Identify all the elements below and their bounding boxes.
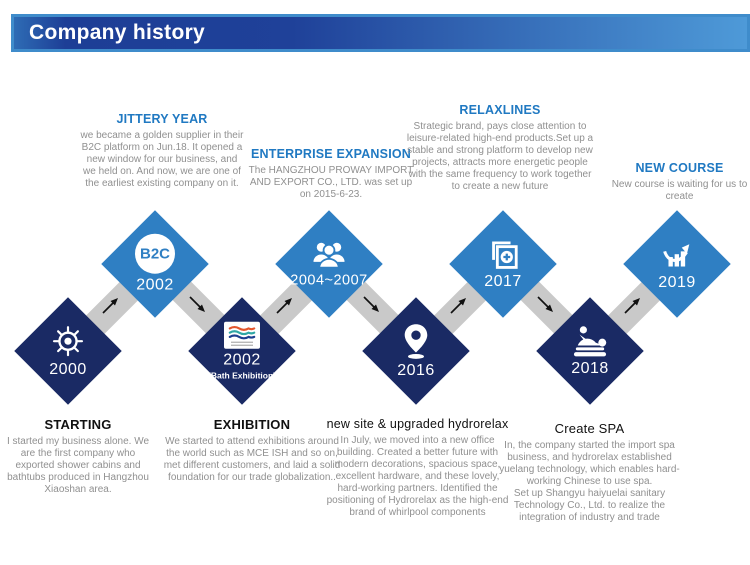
milestone-2002-bath: 2002 (Bath Exhibition) bbox=[188, 297, 296, 405]
note-starting: STARTING I started my business alone. We… bbox=[3, 417, 153, 496]
note-jittery-year: JITTERY YEAR we became a golden supplier… bbox=[80, 112, 244, 190]
note-body: New course is waiting for us to create bbox=[611, 179, 748, 202]
page-header: Company history bbox=[11, 14, 750, 52]
year-label: 2018 bbox=[571, 360, 609, 378]
year-caption: (Bath Exhibition) bbox=[208, 370, 276, 381]
note-body: In July, we moved into a new office buil… bbox=[326, 435, 509, 518]
b2c-badge-text: B2C bbox=[139, 245, 170, 263]
year-label: 2004~2007 bbox=[290, 272, 368, 289]
note-title: new site & upgraded hydrorelax bbox=[326, 417, 509, 431]
note-body: we became a golden supplier in their B2C… bbox=[80, 130, 244, 189]
year-label: 2019 bbox=[658, 274, 696, 292]
year-label: 2002 bbox=[136, 276, 174, 294]
note-body: Strategic brand, pays close attention to… bbox=[406, 121, 594, 192]
spa-massage-icon bbox=[569, 324, 611, 358]
year-label: 2017 bbox=[484, 273, 522, 291]
arrow-up-icon bbox=[97, 291, 125, 319]
page-title: Company history bbox=[29, 21, 206, 44]
note-title: Create SPA bbox=[554, 421, 625, 436]
note-body: We started to attend exhibitions around … bbox=[163, 436, 341, 483]
growth-chart-icon bbox=[658, 236, 696, 272]
note-title: ENTERPRISE EXPANSION bbox=[250, 147, 412, 161]
note-title: JITTERY YEAR bbox=[116, 112, 208, 126]
milestone-2016: 2016 bbox=[362, 297, 470, 405]
note-title: STARTING bbox=[44, 417, 112, 432]
arrow-down-icon bbox=[532, 291, 560, 319]
year-label: 2002 bbox=[223, 351, 261, 369]
note-new-site: new site & upgraded hydrorelax In July, … bbox=[325, 417, 510, 519]
location-pin-icon bbox=[400, 322, 432, 360]
milestone-2017: 2017 bbox=[449, 210, 557, 318]
milestone-2019: 2019 bbox=[623, 210, 731, 318]
note-enterprise-expansion: ENTERPRISE EXPANSION The HANGZHOU PROWAY… bbox=[243, 147, 419, 201]
note-relaxlines: RELAXLINES Strategic brand, pays close a… bbox=[405, 103, 595, 193]
arrow-up-icon bbox=[619, 291, 647, 319]
note-body: In, the company started the import spa b… bbox=[499, 440, 680, 523]
bath-exhibition-logo bbox=[224, 321, 260, 349]
b2c-badge: B2C bbox=[135, 233, 175, 274]
logo-fine-print bbox=[231, 340, 253, 346]
arrow-up-icon bbox=[445, 291, 473, 319]
milestone-2000: 2000 bbox=[14, 297, 122, 405]
arrow-down-icon bbox=[358, 291, 386, 319]
note-body: The HANGZHOU PROWAY IMPORT AND EXPORT CO… bbox=[248, 165, 414, 200]
note-body: I started my business alone. We are the … bbox=[6, 436, 150, 495]
people-group-icon bbox=[309, 239, 349, 272]
arrow-down-icon bbox=[184, 291, 212, 319]
note-title: NEW COURSE bbox=[635, 161, 724, 175]
note-title: EXHIBITION bbox=[213, 417, 291, 432]
ship-wheel-icon bbox=[50, 323, 86, 359]
arrow-up-icon bbox=[271, 291, 299, 319]
milestone-2004-2007: 2004~2007 bbox=[275, 210, 383, 318]
note-new-course: NEW COURSE New course is waiting for us … bbox=[602, 161, 750, 203]
milestone-2018: 2018 bbox=[536, 297, 644, 405]
note-exhibition: EXHIBITION We started to attend exhibiti… bbox=[162, 417, 342, 484]
year-label: 2000 bbox=[49, 361, 87, 379]
note-create-spa: Create SPA In, the company started the i… bbox=[498, 421, 681, 524]
year-label: 2016 bbox=[397, 362, 435, 380]
add-document-icon bbox=[486, 237, 520, 271]
note-title: RELAXLINES bbox=[459, 103, 541, 117]
